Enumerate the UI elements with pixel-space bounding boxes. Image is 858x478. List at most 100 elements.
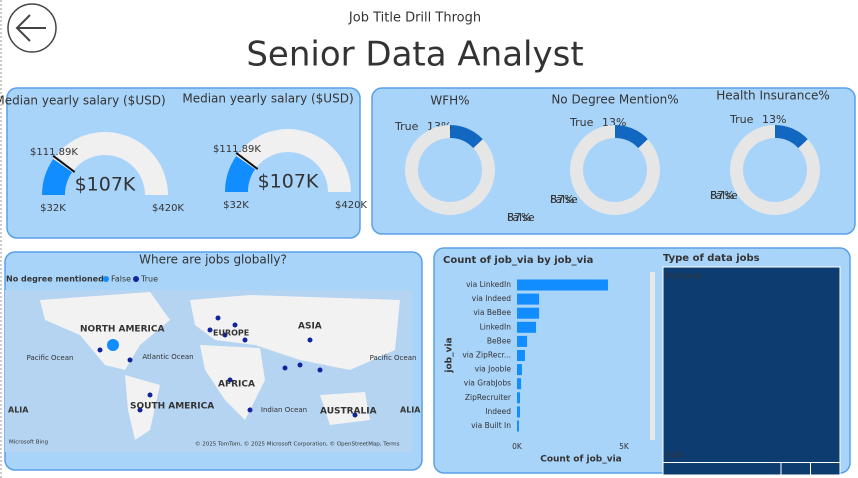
bar-category: via Built In [471,421,511,430]
map-dot [127,357,133,363]
bar [517,378,522,390]
gauge-target-label: $111.89K [213,144,261,155]
legend-marker [133,276,139,282]
map-attribution: © 2025 TomTom, © 2025 Microsoft Corporat… [195,441,400,448]
treemap-cell [780,462,811,476]
bar [517,420,519,432]
map-label: Pacific Ocean [370,354,417,362]
donut-slice [450,125,483,149]
map-dot [242,337,248,343]
map-dot [297,362,303,368]
benefits-panel [371,87,856,235]
donut-slice [775,125,808,149]
gauge-target-label: $111.89K [30,147,78,158]
map-dot [317,367,323,373]
gauge-value [225,156,256,192]
map-label: AFRICA [218,380,255,390]
land [320,392,370,425]
map-label: Pacific Ocean [27,354,74,362]
map-title: Where are jobs globally? [139,253,287,267]
map-logo: Microsoft Bing [9,440,48,446]
back-button[interactable] [7,3,57,53]
donut-title: No Degree Mention% [551,93,678,107]
bar-category: via ZipRecr... [462,351,511,360]
bar [517,293,540,305]
donut-title: Health Insurance% [716,89,830,103]
donut-category: False [507,211,535,224]
map-label: ALIA [400,406,421,415]
map-dot [137,407,143,413]
map-label: Indian Ocean [261,406,307,414]
donut-category: False [710,189,738,202]
map-dot [222,332,228,338]
x-tick-label: 5K [619,442,630,451]
gauge-value-label: $107K [75,174,136,196]
treemap-title: Type of data jobs [663,253,760,264]
gauge-tick-label: $420K [152,203,184,214]
bar-category: via GrabJobs [464,379,511,388]
donut-value-label: 87% [710,189,734,202]
legend-title: No degree mentioned [6,275,104,284]
map-label: ALIA [8,406,29,415]
land [190,295,400,370]
x-axis-label: Count of job_via [540,455,622,465]
gauge-title: Median yearly salary ($USD) [0,94,166,108]
bar [517,406,520,418]
map-dot [247,407,253,413]
bar-category: via Indeed [472,294,511,303]
map-dot [352,412,358,418]
bar [517,321,537,333]
y-axis-label: job_via [445,337,455,373]
treemap-cell [662,266,841,464]
gauge-value [42,159,73,195]
treemap-cell [662,462,782,476]
bar-category: via LinkedIn [466,280,511,289]
treemap-value-label: 94% [666,451,684,460]
bar [517,307,540,319]
bar-category: via Jooble [475,365,512,374]
gauge-target [235,152,259,170]
land [200,345,265,420]
page-title: Senior Data Analyst [246,35,583,75]
map-dot [215,315,221,321]
gauge-value-label: $107K [258,171,319,193]
bar-category: BeBee [487,336,512,345]
map-dot [307,337,313,343]
map-label: SOUTH AMERICA [130,402,214,412]
salary-panel [6,87,361,239]
bar-title: Count of job_via by job_via [443,255,593,266]
map-label: AUSTRALIA [320,407,377,417]
bar-category: ZipRecruiter [465,393,512,402]
gauge-tick-label: $420K [335,200,367,211]
donut-category: True [569,116,594,129]
map-dot [227,377,233,383]
donut-category: False [550,193,578,206]
donut-category: True [394,120,419,133]
treemap-cell [810,462,841,476]
map-dot [147,392,153,398]
gauge-tick-label: $32K [40,203,66,214]
gauge-track [42,132,168,195]
map-dot [97,347,103,353]
x-tick-label: 0K [512,442,523,451]
donut-value-label: 87% [507,211,531,224]
bar [517,350,525,361]
gauge-title: Median yearly salary ($USD) [182,92,353,106]
map-dot [232,322,238,328]
donut-value-label: 87% [550,193,574,206]
gauge-track [225,129,351,192]
donut-value-label: 13% [762,113,786,126]
legend-label: False [111,275,131,284]
bar [517,364,522,376]
donut-category: True [729,113,754,126]
scrollbar[interactable] [650,272,655,440]
map-dot [107,339,119,351]
land [40,292,170,370]
gauge-tick-label: $32K [223,200,249,211]
map-base [5,290,412,452]
gauge-target [52,155,76,173]
donut-title: WFH% [430,94,469,108]
back-arrow[interactable] [15,14,46,42]
bar [517,279,608,291]
